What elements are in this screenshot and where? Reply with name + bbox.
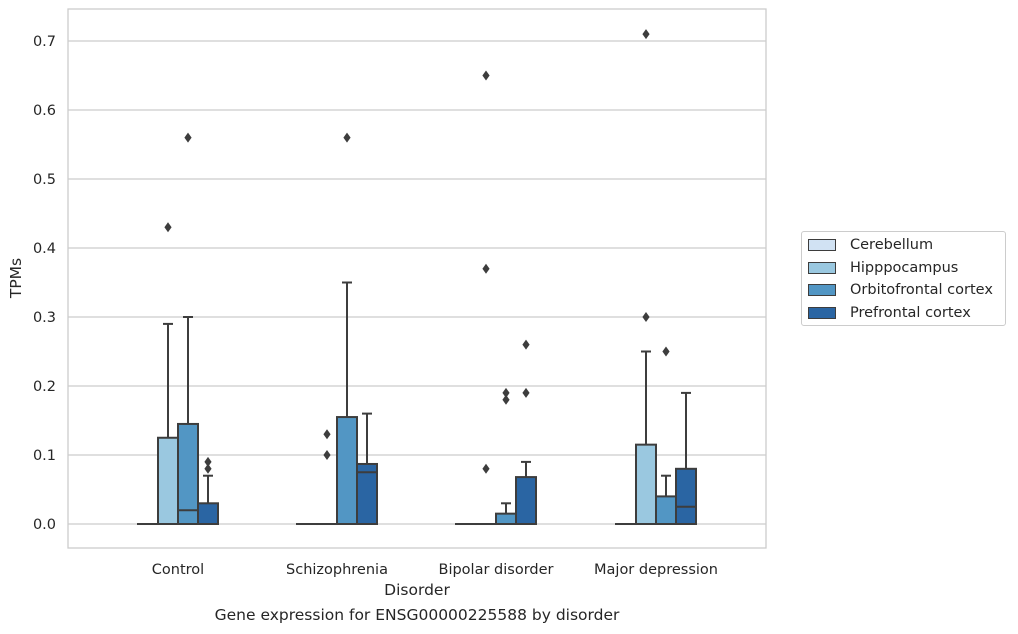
- box-bipolar-disorder-orbitofrontal-cortex: [495, 387, 517, 526]
- y-tick-label-5: 0.5: [33, 172, 56, 188]
- box-control-hipppocampus: [157, 222, 179, 525]
- box-control-orbitofrontal-cortex: [177, 132, 199, 526]
- legend-label-hipppocampus: Hipppocampus: [850, 260, 959, 276]
- x-tick-label-bipolar-disorder: Bipolar disorder: [439, 562, 554, 578]
- x-axis-label: Disorder: [384, 581, 450, 599]
- y-tick-label-3: 0.3: [33, 310, 56, 326]
- box-major-depression-hipppocampus: [635, 29, 657, 525]
- legend-swatch-hipppocampus: [808, 262, 836, 274]
- y-tick-label-0: 0.0: [33, 517, 56, 533]
- y-tick-label-4: 0.4: [33, 241, 56, 257]
- legend-item-cerebellum: Cerebellum: [808, 235, 933, 255]
- legend-swatch-orbitofrontal-cortex: [808, 284, 836, 296]
- outlier-major-depression-orbitofrontal-cortex-0: [662, 346, 670, 357]
- legend-item-hipppocampus: Hipppocampus: [808, 258, 958, 278]
- x-tick-label-schizophrenia: Schizophrenia: [286, 562, 388, 578]
- box-schizophrenia-hipppocampus: [316, 429, 338, 526]
- box-major-depression-prefrontal-cortex: [675, 391, 697, 525]
- box-body-bipolar-disorder-orbitofrontal-cortex: [495, 512, 517, 526]
- box-body-control-hipppocampus: [157, 436, 179, 525]
- box-body-bipolar-disorder-prefrontal-cortex: [515, 476, 537, 525]
- outlier-bipolar-disorder-orbitofrontal-cortex-1: [502, 387, 510, 398]
- figure-caption: Gene expression for ENSG00000225588 by d…: [214, 606, 620, 624]
- boxes: [137, 29, 697, 526]
- box-body-major-depression-prefrontal-cortex: [675, 467, 697, 525]
- legend-item-prefrontal-cortex: Prefrontal cortex: [808, 303, 971, 323]
- y-tick-label-2: 0.2: [33, 379, 56, 395]
- box-body-control-orbitofrontal-cortex: [177, 422, 199, 526]
- outlier-schizophrenia-orbitofrontal-cortex-0: [343, 132, 351, 143]
- legend-swatch-cerebellum: [808, 239, 836, 251]
- box-bipolar-disorder-hipppocampus: [475, 70, 497, 526]
- box-body-schizophrenia-orbitofrontal-cortex: [336, 416, 358, 525]
- outlier-major-depression-hipppocampus-0: [642, 312, 650, 322]
- outlier-bipolar-disorder-prefrontal-cortex-0: [522, 387, 530, 398]
- y-tick-label-6: 0.6: [33, 103, 56, 119]
- box-body-control-prefrontal-cortex: [197, 502, 219, 525]
- x-tick-labels: Control Schizophrenia Bipolar disorder Majo…: [152, 562, 718, 578]
- outlier-schizophrenia-hipppocampus-1: [323, 429, 331, 440]
- outlier-bipolar-disorder-hipppocampus-2: [482, 70, 490, 81]
- x-tick-label-major-depression: Major depression: [594, 562, 718, 578]
- outlier-bipolar-disorder-hipppocampus-1: [482, 263, 490, 274]
- outlier-bipolar-disorder-hipppocampus-0: [482, 463, 490, 474]
- outlier-control-prefrontal-cortex-0: [204, 463, 212, 474]
- box-body-schizophrenia-prefrontal-cortex: [356, 462, 378, 525]
- outlier-major-depression-hipppocampus-1: [642, 29, 650, 40]
- legend-label-prefrontal-cortex: Prefrontal cortex: [850, 305, 971, 321]
- legend-item-orbitofrontal-cortex: Orbitofrontal cortex: [808, 280, 993, 300]
- y-axis-label: TPMs: [7, 258, 25, 299]
- outlier-schizophrenia-hipppocampus-0: [323, 450, 331, 460]
- legend-label-cerebellum: Cerebellum: [850, 237, 934, 253]
- y-tick-label-7: 0.7: [33, 34, 56, 50]
- box-bipolar-disorder-prefrontal-cortex: [515, 339, 537, 525]
- outlier-bipolar-disorder-prefrontal-cortex-1: [522, 339, 530, 350]
- outlier-control-prefrontal-cortex-1: [204, 456, 212, 467]
- box-major-depression-orbitofrontal-cortex: [655, 346, 677, 525]
- box-body-major-depression-hipppocampus: [635, 443, 657, 525]
- box-schizophrenia-orbitofrontal-cortex: [336, 132, 358, 525]
- plot-frame: [67, 8, 767, 549]
- y-tick-label-1: 0.1: [33, 448, 56, 464]
- legend-label-orbitofrontal-cortex: Orbitofrontal cortex: [850, 282, 993, 298]
- box-schizophrenia-prefrontal-cortex: [356, 412, 378, 525]
- legend: Cerebellum Hipppocampus Orbitofrontal co…: [801, 231, 1006, 326]
- x-tick-label-control: Control: [152, 562, 204, 578]
- box-control-prefrontal-cortex: [197, 456, 219, 525]
- outlier-control-hipppocampus-0: [164, 222, 172, 233]
- outlier-bipolar-disorder-orbitofrontal-cortex-0: [502, 394, 510, 405]
- outlier-control-orbitofrontal-cortex-0: [184, 132, 192, 143]
- y-tick-labels: 0.0 0.1 0.2 0.3 0.4 0.5 0.6 0.7: [33, 34, 56, 533]
- box-body-major-depression-orbitofrontal-cortex: [655, 495, 677, 525]
- legend-swatch-prefrontal-cortex: [808, 307, 836, 319]
